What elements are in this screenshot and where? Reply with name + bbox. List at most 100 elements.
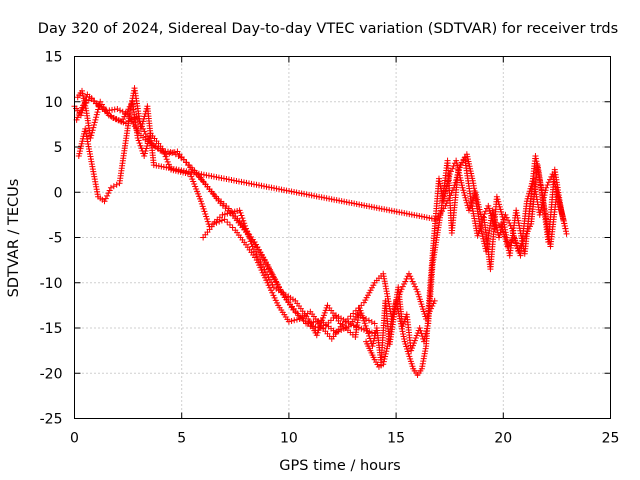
data-point <box>273 278 280 285</box>
data-point <box>244 230 251 237</box>
data-point <box>261 257 268 264</box>
data-point <box>513 240 520 247</box>
data-point <box>204 218 211 225</box>
data-point <box>293 316 300 323</box>
data-point <box>475 230 482 237</box>
data-point <box>269 281 276 288</box>
data-point <box>408 347 415 354</box>
data-point <box>359 312 366 319</box>
data-point <box>268 287 275 294</box>
data-point <box>102 195 109 202</box>
data-point <box>247 238 254 245</box>
data-point <box>288 317 295 324</box>
data-point <box>411 337 418 344</box>
data-point <box>91 119 98 126</box>
data-point <box>224 219 231 226</box>
data-point <box>562 225 569 232</box>
data-point <box>260 255 267 262</box>
data-point <box>271 294 278 301</box>
data-point <box>269 289 276 296</box>
data-point <box>143 145 150 152</box>
data-point <box>381 356 388 363</box>
data-point <box>558 209 565 216</box>
data-point <box>366 332 373 339</box>
data-point <box>255 247 262 254</box>
data-point <box>361 320 368 327</box>
data-point <box>92 116 99 123</box>
data-point <box>449 165 456 172</box>
data-point <box>410 342 417 349</box>
y-axis-label: SDTVAR / TECUs <box>6 179 22 298</box>
x-axis-label: GPS time / hours <box>279 458 400 474</box>
data-point <box>95 106 102 113</box>
data-point <box>424 325 431 332</box>
data-point <box>258 261 265 268</box>
data-point <box>199 203 206 210</box>
data-point <box>399 328 406 335</box>
data-point <box>505 217 512 224</box>
data-point <box>285 318 292 325</box>
data-point <box>265 274 272 281</box>
data-point <box>422 333 429 340</box>
data-point <box>91 97 98 104</box>
data-point <box>477 224 484 231</box>
data-point <box>256 262 263 269</box>
data-point <box>559 212 566 219</box>
data-point <box>161 151 168 158</box>
data-point <box>106 187 113 194</box>
data-point <box>201 208 208 215</box>
data-point <box>383 345 390 352</box>
data-point <box>362 322 369 329</box>
data-point <box>257 249 264 256</box>
data-point <box>512 238 519 245</box>
data-point <box>322 322 329 329</box>
data-point <box>506 220 513 227</box>
data-point <box>254 259 261 266</box>
x-tick-label: 25 <box>602 431 620 447</box>
x-tick-label: 10 <box>280 431 298 447</box>
y-tick-label: 5 <box>54 140 63 156</box>
data-point <box>294 310 301 317</box>
data-point <box>465 207 472 214</box>
data-point <box>105 190 112 197</box>
data-point <box>496 234 503 241</box>
data-point <box>382 350 389 357</box>
data-point <box>516 222 523 229</box>
data-point <box>253 251 260 258</box>
data-point <box>407 273 414 280</box>
data-point <box>142 130 149 137</box>
data-point <box>559 215 566 222</box>
data-point <box>474 232 481 239</box>
data-point <box>198 200 205 207</box>
data-point <box>159 145 166 152</box>
data-point <box>249 243 256 250</box>
data-point <box>252 248 259 255</box>
data-point <box>476 227 483 234</box>
data-point <box>412 283 419 290</box>
data-point <box>416 325 423 331</box>
data-point <box>342 318 349 325</box>
data-point <box>402 278 409 285</box>
y-tick-label: 15 <box>45 50 63 66</box>
data-point <box>141 150 148 157</box>
data-point <box>163 156 170 163</box>
data-point <box>139 120 146 127</box>
data-point <box>262 269 269 276</box>
data-point <box>268 270 275 277</box>
data-point <box>413 332 420 339</box>
data-point <box>219 202 226 209</box>
data-point <box>558 207 565 214</box>
data-point <box>409 345 416 352</box>
data-point <box>265 265 272 272</box>
data-point <box>561 220 568 227</box>
data-point <box>398 325 405 332</box>
data-point <box>485 202 492 209</box>
data-point <box>291 317 298 324</box>
data-point <box>110 183 117 190</box>
data-point <box>498 211 505 218</box>
data-point <box>357 307 364 314</box>
data-point <box>138 123 145 130</box>
data-point <box>400 330 407 337</box>
data-point <box>383 348 390 355</box>
axis-ticks: 0 5 10 15 20 25 15 10 5 0 -5 -10 -15 -20 -25 <box>40 50 620 447</box>
